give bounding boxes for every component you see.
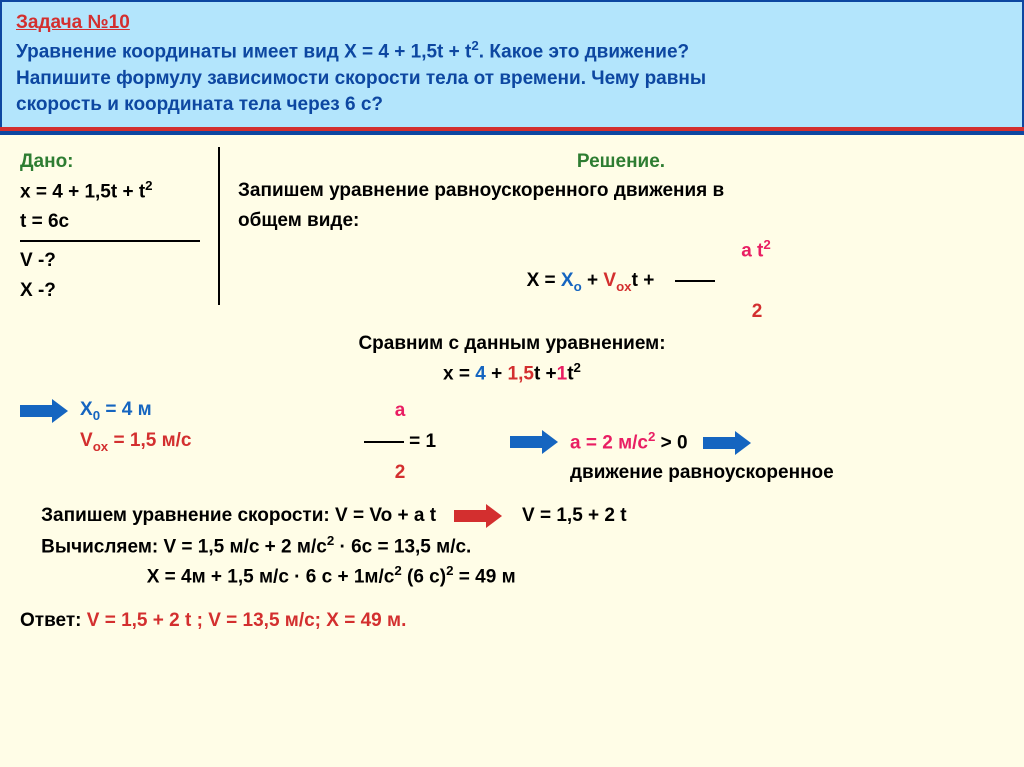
problem-text-3: скорость и координата тела через 6 с? <box>16 92 1008 119</box>
arrow-blue-icon-3 <box>703 431 753 455</box>
problem-text-2: Напишите формулу зависимости скорости те… <box>16 66 1008 93</box>
given-label: Дано: <box>20 147 210 176</box>
compare-label: Сравним с данным уравнением: <box>20 329 1004 358</box>
given-eq: x = 4 + 1,5t + t2 <box>20 176 210 207</box>
vox-value: Vox = 1,5 м/с <box>80 426 290 457</box>
a-value: a = 2 м/с2 > 0 <box>570 427 753 458</box>
denom-2b: 2 <box>290 458 510 487</box>
calc-v: Вычисляем: V = 1,5 м/с + 2 м/с2 · 6с = 1… <box>20 531 1004 562</box>
given-v: V -? <box>20 246 210 275</box>
solution-content: Дано: x = 4 + 1,5t + t2 t = 6c V -? X -?… <box>0 135 1024 646</box>
frac-eq: = 1 <box>290 427 510 456</box>
problem-header: Задача №10 Уравнение координаты имеет ви… <box>0 0 1024 127</box>
solution-column: Решение. Запишем уравнение равноускоренн… <box>220 147 1004 327</box>
at2-top: a t2 <box>238 235 1004 266</box>
answer-line: Ответ: V = 1,5 + 2 t ; V = 13,5 м/с; X =… <box>20 606 1004 635</box>
motion-type: движение равноускоренное <box>570 458 834 487</box>
given-column: Дано: x = 4 + 1,5t + t2 t = 6c V -? X -? <box>20 147 220 306</box>
given-divider <box>20 240 200 242</box>
given-x: X -? <box>20 276 210 305</box>
arrow-red-icon <box>454 504 504 528</box>
solution-label: Решение. <box>238 147 1004 176</box>
velocity-equation-row: Запишем уравнение скорости: V = Vo + a t… <box>20 501 1004 530</box>
x0-value: X0 = 4 м <box>80 395 290 426</box>
a-label: a <box>290 396 510 425</box>
denom-2: 2 <box>238 297 1004 326</box>
problem-text-1: Уравнение координаты имеет вид X = 4 + 1… <box>16 37 1008 66</box>
given-t: t = 6c <box>20 207 210 236</box>
general-equation: X = Xо + Voxt + <box>238 266 1004 297</box>
sol-line-1: Запишем уравнение равноускоренного движе… <box>238 176 1004 205</box>
calc-x: X = 4м + 1,5 м/с · 6 с + 1м/с2 (6 с)2 = … <box>20 561 1004 592</box>
vel-eq-label: Запишем уравнение скорости: V = Vo + a t <box>20 501 436 530</box>
problem-title: Задача №10 <box>16 12 130 33</box>
vel-eq-value: V = 1,5 + 2 t <box>522 501 627 530</box>
arrow-blue-icon <box>20 399 70 423</box>
data-equation: x = 4 + 1,5t +1t2 <box>20 358 1004 389</box>
sol-line-2: общем виде: <box>238 206 1004 235</box>
arrow-blue-icon-2 <box>510 430 560 454</box>
